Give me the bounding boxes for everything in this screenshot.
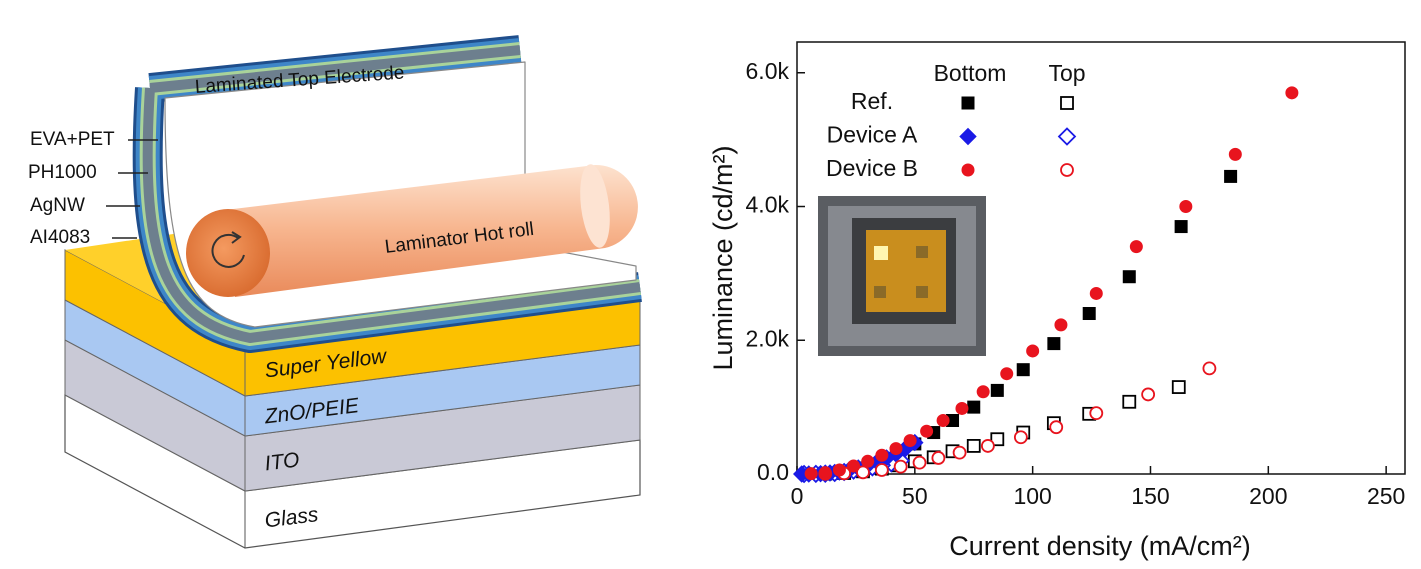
data-point <box>861 454 875 468</box>
rotation-arrow <box>211 233 245 268</box>
legend-label: Device B <box>826 155 918 181</box>
data-point <box>1129 240 1143 254</box>
data-point <box>1285 86 1299 100</box>
data-point <box>893 459 908 474</box>
stack-layer-label: ITO <box>263 448 300 475</box>
data-point <box>875 448 889 462</box>
data-point <box>1228 147 1242 161</box>
data-point <box>1089 406 1104 421</box>
legend-column: Top <box>1048 60 1085 86</box>
data-point <box>856 465 870 480</box>
legend-label: Device A <box>827 122 918 148</box>
data-point <box>1082 307 1096 321</box>
hot-roll <box>186 164 638 297</box>
data-point <box>804 467 818 481</box>
inset-photo <box>818 196 986 356</box>
data-point <box>1174 220 1188 234</box>
x-tick-label: 250 <box>1367 483 1405 509</box>
data-point <box>1179 200 1193 214</box>
data-point <box>1122 394 1137 409</box>
y-axis-title: Luminance (cd/m²) <box>708 145 738 370</box>
x-tick-label: 200 <box>1249 483 1287 509</box>
electrode-layer-label: PH1000 <box>28 162 97 183</box>
y-tick-label: 2.0k <box>746 325 790 351</box>
data-point <box>818 466 832 480</box>
legend-label: Ref. <box>851 88 893 114</box>
leader-lines <box>106 139 158 239</box>
x-axis-title: Current density (mA/cm²) <box>949 531 1251 561</box>
data-point <box>1013 430 1028 445</box>
rotation-arrow-head <box>231 231 242 244</box>
data-point <box>936 414 950 428</box>
x-tick-label: 100 <box>1013 483 1051 509</box>
legend-marker <box>1057 127 1077 146</box>
y-tick-label: 6.0k <box>746 58 790 84</box>
data-point <box>920 424 934 438</box>
electrode-layer-label: AgNW <box>30 195 85 216</box>
data-point <box>874 463 889 477</box>
data-point <box>847 459 861 473</box>
data-point <box>832 463 846 477</box>
legend-marker <box>961 96 975 110</box>
data-point <box>1202 361 1217 376</box>
y-tick-label: 0.0 <box>757 459 789 485</box>
electrode-layer-label: AI4083 <box>30 227 90 248</box>
data-point <box>1049 420 1064 435</box>
y-tick-label: 4.0k <box>746 192 790 218</box>
data-point <box>955 401 969 415</box>
data-point <box>1000 367 1014 381</box>
data-point <box>1016 363 1030 377</box>
data-point <box>1122 270 1136 284</box>
data-point <box>1171 380 1186 394</box>
x-tick-label: 150 <box>1131 483 1169 509</box>
x-tick-label: 50 <box>902 483 928 509</box>
legend-marker <box>959 127 977 146</box>
data-point <box>990 432 1005 447</box>
legend-marker <box>961 163 975 177</box>
data-point <box>1026 344 1040 358</box>
data-point <box>889 442 903 456</box>
electrode-layer-label: EVA+PET <box>30 129 115 150</box>
data-point <box>903 434 917 448</box>
data-point <box>1089 286 1103 300</box>
data-point <box>967 400 981 414</box>
legend-marker <box>1060 163 1074 177</box>
data-point <box>952 445 967 460</box>
data-point <box>966 439 981 453</box>
x-tick-label: 0 <box>791 483 804 509</box>
data-point <box>912 455 927 470</box>
legend-column: Bottom <box>934 60 1007 86</box>
data-point <box>931 451 946 465</box>
data-point <box>1141 387 1156 402</box>
data-point <box>976 385 990 399</box>
data-point <box>1054 318 1068 332</box>
data-point <box>990 383 1004 397</box>
data-point <box>1047 337 1061 351</box>
data-point <box>980 439 995 453</box>
legend-marker <box>1060 96 1074 110</box>
data-point <box>1224 169 1238 183</box>
plot-frame <box>796 41 1406 475</box>
